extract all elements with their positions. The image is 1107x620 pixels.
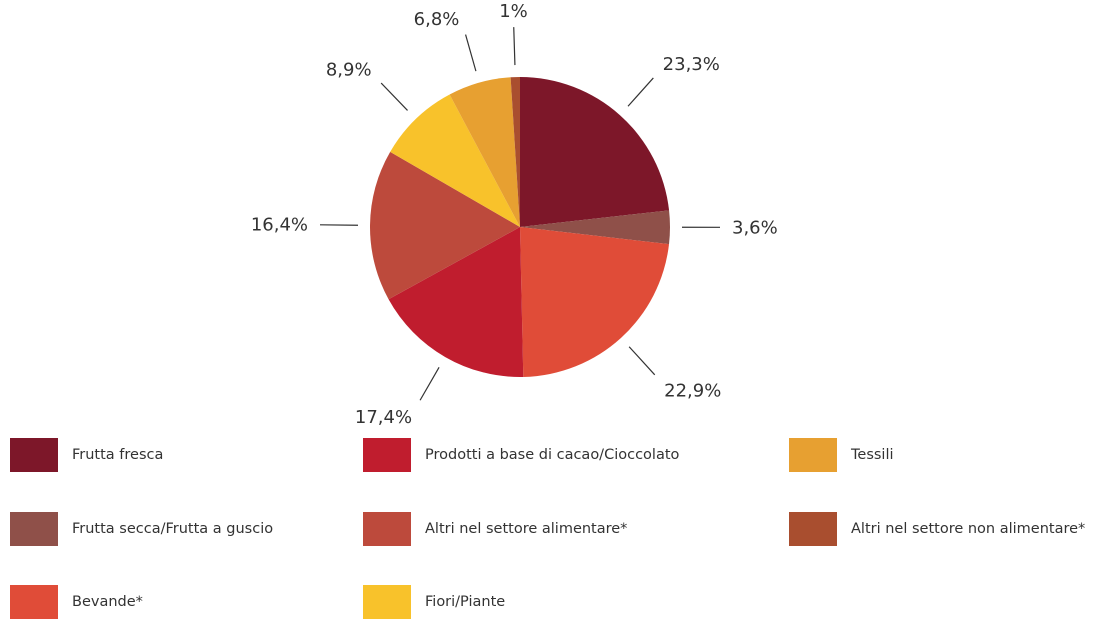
pie-slice-frutta-fresca [520,77,669,227]
leader-line-altri-nel-settore-non-alimentare [514,27,515,65]
data-label-bevande: 22,9% [664,381,721,402]
data-label-frutta-secca-frutta-a-guscio: 3,6% [732,217,778,238]
leader-line-tessili [466,35,476,72]
data-label-prodotti-a-base-di-cacao-cioccolato: 17,4% [355,407,412,428]
leader-line-frutta-fresca [628,78,653,106]
data-label-fiori-piante: 8,9% [326,59,372,80]
data-label-altri-nel-settore-alimentare: 16,4% [251,215,308,236]
leader-line-bevande [629,347,655,375]
leader-line-prodotti-a-base-di-cacao-cioccolato [420,367,439,400]
data-label-frutta-fresca: 23,3% [663,54,720,75]
pie-slices [370,77,670,377]
data-label-tessili: 6,8% [414,9,460,30]
leader-line-fiori-piante [381,83,407,110]
pie-slice-bevande [520,227,669,377]
data-label-altri-nel-settore-non-alimentare: 1% [499,1,528,22]
